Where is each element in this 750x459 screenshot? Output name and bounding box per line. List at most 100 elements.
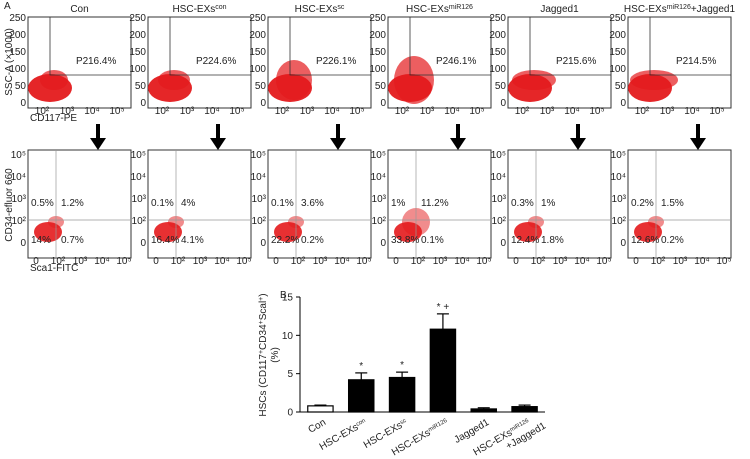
- label-part: HSC-EXs: [624, 4, 667, 15]
- y-tick-label: 50: [495, 81, 507, 92]
- quadrant-pct: 0.3%: [511, 198, 534, 209]
- panel-label: A: [4, 1, 11, 12]
- significance: *: [400, 360, 404, 371]
- bar: [388, 376, 416, 413]
- quadrant-pct: 0.1%: [151, 198, 174, 209]
- quadrant-pct: 0.7%: [61, 235, 84, 246]
- y-tick-label: 50: [15, 81, 27, 92]
- label-part: CD34: [258, 324, 269, 350]
- arrow-head: [450, 138, 466, 150]
- arrow-head: [330, 138, 346, 150]
- label-part: +: [258, 350, 265, 354]
- y-tick-label: 10⁴: [371, 172, 386, 183]
- y-tick-label: 250: [609, 13, 626, 24]
- axis-title: CD34-efluor 660: [4, 168, 15, 242]
- y-tick-label: 10⁵: [251, 150, 266, 161]
- x-tick-label: 10³: [660, 106, 675, 117]
- x-tick-label: 10⁵: [716, 256, 731, 267]
- label: HSC-EXssc: [295, 4, 345, 16]
- label-part: +Jagged1: [691, 4, 736, 15]
- bar: [511, 406, 538, 413]
- gate: [529, 17, 611, 76]
- x-tick-label: 10⁴: [94, 256, 109, 267]
- error-bar: [518, 404, 531, 407]
- significance: *: [359, 361, 363, 372]
- gate-pct: 14.5%: [688, 56, 716, 67]
- x-tick-label: 10⁵: [349, 106, 364, 117]
- quadrant-pct: 0.1%: [271, 198, 294, 209]
- y-tick-label: 150: [609, 47, 626, 58]
- x-tick-label: 10³: [553, 256, 568, 267]
- quadrant-pct: 1%: [541, 198, 556, 209]
- x-tick-label: 0: [393, 256, 399, 267]
- x-tick-label: 10⁴: [684, 106, 699, 117]
- y-tick-label: 0: [20, 98, 26, 109]
- bar: [307, 405, 334, 413]
- y-tick-label: 0: [380, 98, 386, 109]
- label-part: +: [258, 320, 265, 324]
- label-part: +: [258, 297, 265, 301]
- quadrant-pct: 4%: [181, 198, 196, 209]
- error-bar: [314, 404, 327, 406]
- quadrant-pct: 4.1%: [181, 235, 204, 246]
- bar: [347, 379, 375, 413]
- y-tick-label: 0: [260, 98, 266, 109]
- y-tick-label: 10³: [252, 194, 267, 205]
- gate: [409, 17, 491, 76]
- y-tick-label: 0: [260, 238, 266, 249]
- y-tick-label: 250: [9, 13, 26, 24]
- plot-frame: [147, 16, 252, 109]
- gate-name: P2: [316, 56, 329, 67]
- panel-label: B: [280, 290, 287, 301]
- label-part: Con: [70, 4, 88, 15]
- x-tick-label: 10⁵: [236, 256, 251, 267]
- gate-name: P2: [76, 56, 89, 67]
- y-tick-label: 150: [249, 47, 266, 58]
- cell-cloud: [512, 70, 556, 90]
- label: HSC-EXsmiR126: [406, 4, 473, 16]
- cell-cloud: [276, 60, 312, 100]
- label-part: HSC-EXs: [295, 4, 338, 15]
- y-tick-label: 150: [9, 47, 26, 58]
- x-tick-label: 10²: [515, 106, 530, 117]
- x-tick-label: 10²: [411, 256, 426, 267]
- bar: [429, 328, 457, 413]
- plot-frame: [27, 149, 132, 259]
- bar: [470, 408, 498, 413]
- label-part: miR126: [428, 418, 449, 434]
- y-tick-label: 10⁵: [11, 150, 26, 161]
- x-tick-label: 0: [273, 256, 279, 267]
- label-part: miR126: [449, 4, 473, 11]
- y-tick-label: 0: [500, 238, 506, 249]
- gate-pct: 15.6%: [568, 56, 596, 67]
- x-tick-label: 10³: [193, 256, 208, 267]
- label-part: sc: [399, 418, 407, 426]
- label-part: con: [355, 418, 366, 428]
- label: Con: [307, 417, 328, 436]
- cell-cloud: [394, 56, 434, 104]
- x-tick-label: 10⁴: [444, 106, 459, 117]
- x-tick-label: 0: [153, 256, 159, 267]
- gate-name: P2: [196, 56, 209, 67]
- x-tick-label: 0: [513, 256, 519, 267]
- y-tick-label: 50: [375, 81, 387, 92]
- x-tick-label: Con: [307, 417, 328, 436]
- gate: [49, 17, 131, 76]
- error-bar: [396, 371, 409, 378]
- label-part: HSC-EXs: [172, 4, 215, 15]
- error-bar: [355, 372, 368, 380]
- y-tick-label: 50: [135, 81, 147, 92]
- x-tick-label: 10⁵: [109, 106, 124, 117]
- label: (%): [270, 347, 281, 363]
- x-tick-label: 10⁵: [469, 106, 484, 117]
- y-tick-label: 200: [609, 30, 626, 41]
- x-tick-label: 10²: [275, 106, 290, 117]
- y-tick-label: 250: [489, 13, 506, 24]
- label: Jagged1: [540, 4, 579, 15]
- label-part: HSC-EXs: [406, 4, 449, 15]
- label: Con: [70, 4, 88, 15]
- label-part: Jagged1: [540, 4, 579, 15]
- label-part: Scal: [258, 301, 269, 320]
- quadrant-pct: 22.2%: [271, 235, 299, 246]
